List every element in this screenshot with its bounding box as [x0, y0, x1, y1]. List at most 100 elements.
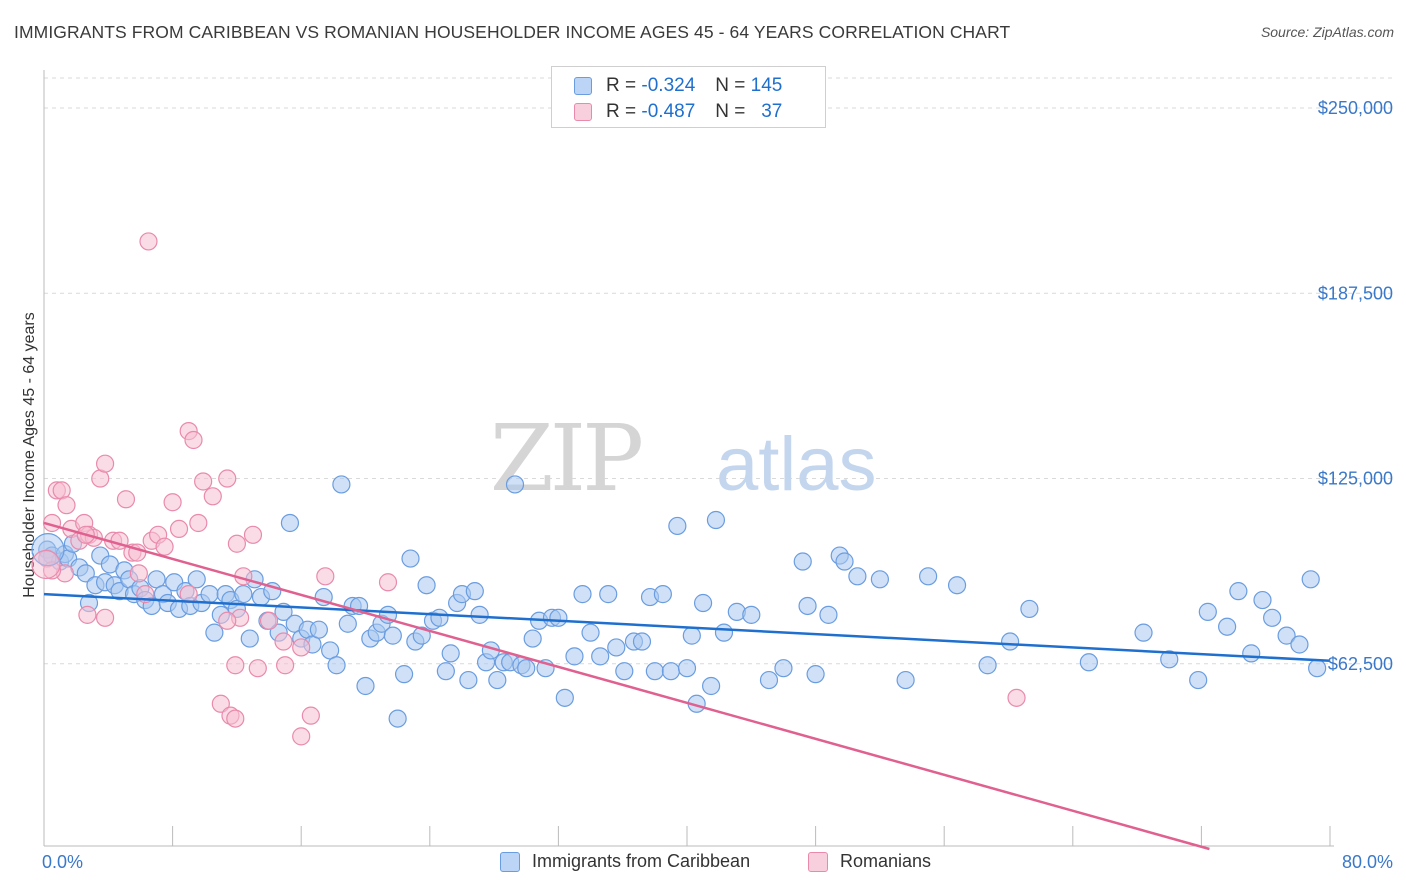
- point-romanians: [189, 513, 208, 533]
- point-caribbean: [1253, 590, 1272, 610]
- point-romanians: [218, 469, 237, 488]
- point-romanians: [184, 430, 203, 450]
- point-caribbean: [759, 670, 779, 690]
- point-caribbean: [388, 709, 407, 728]
- legend-row-caribbean: R = -0.324 N = 145: [574, 74, 782, 98]
- point-romanians: [226, 656, 245, 675]
- point-romanians: [203, 487, 222, 506]
- point-caribbean: [742, 605, 761, 624]
- trend-layer: [43, 521, 1331, 851]
- point-caribbean: [1160, 650, 1179, 669]
- point-caribbean: [1301, 570, 1320, 589]
- point-romanians: [301, 706, 320, 725]
- point-romanians: [259, 611, 279, 630]
- point-caribbean: [234, 585, 253, 604]
- point-romanians: [276, 656, 295, 675]
- point-caribbean: [1218, 617, 1237, 636]
- point-romanians-large: [31, 549, 61, 580]
- series-legend-romanians[interactable]: Romanians: [808, 851, 931, 872]
- point-caribbean: [1308, 659, 1327, 678]
- point-caribbean: [470, 605, 489, 624]
- point-caribbean: [1001, 632, 1020, 651]
- trendline-romanians: [43, 521, 1210, 851]
- point-caribbean: [280, 513, 300, 533]
- points-layer: [31, 232, 1327, 746]
- legend-n-label: N =: [715, 75, 746, 96]
- point-romanians: [316, 567, 335, 586]
- legend-n-value: 37: [761, 101, 783, 122]
- point-romanians: [95, 454, 115, 473]
- point-romanians: [1007, 688, 1026, 707]
- point-caribbean: [668, 516, 687, 536]
- series-swatch-caribbean: [500, 851, 520, 872]
- point-romanians: [274, 632, 293, 651]
- tick-label-layer: $62,500 $125,000 $187,500 $250,000 0.0% 80.0%: [42, 98, 1393, 872]
- point-romanians: [57, 496, 76, 515]
- point-romanians: [194, 472, 213, 491]
- series-legend-caribbean[interactable]: Immigrants from Caribbean: [500, 851, 750, 872]
- point-caribbean: [1134, 623, 1153, 642]
- point-caribbean: [581, 623, 600, 642]
- legend-n-value: 145: [750, 75, 783, 96]
- point-caribbean: [607, 638, 626, 657]
- point-romanians: [211, 694, 230, 713]
- x-tick-label: 80.0%: [1342, 852, 1393, 872]
- point-caribbean: [517, 659, 536, 678]
- y-tick-label: $62,500: [1328, 654, 1393, 674]
- point-romanians: [248, 659, 267, 678]
- point-caribbean: [1263, 608, 1282, 627]
- point-caribbean: [309, 620, 328, 639]
- point-caribbean: [1290, 635, 1309, 654]
- point-caribbean: [549, 608, 568, 627]
- point-caribbean: [702, 676, 721, 696]
- point-caribbean: [565, 647, 584, 666]
- point-romanians: [163, 493, 182, 512]
- point-caribbean: [430, 608, 449, 627]
- legend-r-value: -0.487: [641, 101, 696, 122]
- legend-swatch-romanians: [574, 103, 592, 121]
- point-caribbean: [200, 585, 219, 604]
- point-caribbean: [870, 570, 890, 589]
- y-tick-label: $187,500: [1318, 283, 1393, 303]
- point-caribbean: [1198, 602, 1217, 621]
- point-romanians: [155, 537, 174, 556]
- point-caribbean: [806, 665, 825, 684]
- point-caribbean: [798, 596, 817, 616]
- point-caribbean: [599, 585, 618, 604]
- legend-r-label: R =: [606, 75, 637, 96]
- point-caribbean: [1020, 599, 1039, 619]
- point-caribbean: [76, 564, 95, 583]
- chart-title: IMMIGRANTS FROM CARIBBEAN VS ROMANIAN HO…: [14, 22, 1011, 42]
- point-caribbean: [774, 659, 793, 678]
- point-caribbean: [394, 665, 414, 684]
- point-caribbean: [465, 582, 484, 601]
- point-caribbean: [505, 475, 525, 494]
- watermark: ZIP atlas: [490, 405, 877, 512]
- point-romanians: [78, 605, 97, 624]
- axis-layer: [43, 70, 1334, 847]
- point-caribbean: [661, 662, 681, 681]
- point-caribbean: [327, 656, 346, 675]
- point-caribbean: [573, 585, 592, 604]
- point-caribbean: [645, 662, 664, 681]
- series-legend-label: Immigrants from Caribbean: [532, 851, 751, 871]
- series-legend: Immigrants from Caribbean Romanians: [0, 851, 1406, 877]
- legend-r-label: R =: [606, 101, 637, 122]
- point-caribbean: [835, 552, 854, 571]
- point-caribbean: [412, 626, 431, 645]
- point-caribbean: [488, 670, 507, 690]
- point-romanians: [226, 709, 245, 728]
- point-romanians: [218, 611, 237, 630]
- point-caribbean: [1229, 582, 1248, 601]
- point-romanians: [227, 534, 246, 553]
- point-caribbean: [441, 644, 460, 663]
- point-caribbean: [919, 567, 938, 586]
- point-romanians: [243, 525, 263, 544]
- legend-swatch-caribbean: [574, 77, 592, 95]
- point-caribbean: [848, 567, 867, 586]
- y-tick-label: $125,000: [1318, 469, 1393, 489]
- point-romanians: [378, 573, 398, 592]
- point-caribbean: [591, 647, 610, 666]
- legend-row-romanians: R = -0.487 N = 37: [574, 100, 782, 124]
